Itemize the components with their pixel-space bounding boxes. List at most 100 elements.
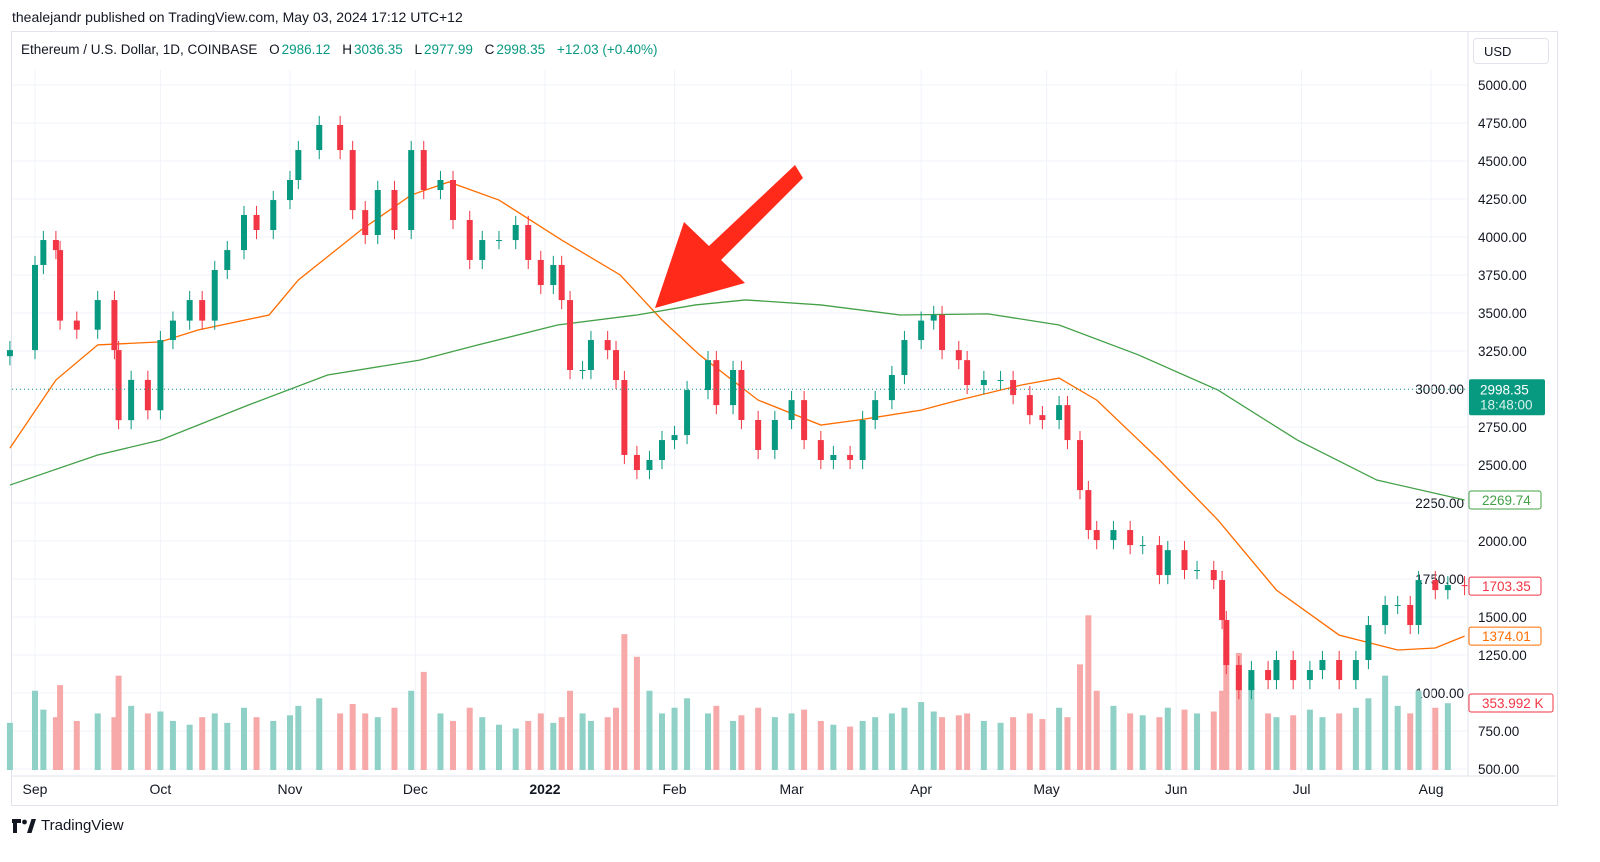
y-tick-label: 4000.00 <box>1478 230 1527 245</box>
y-tick-label: 2500.00 <box>1478 458 1527 473</box>
candle <box>144 370 151 420</box>
candle-body <box>1290 660 1297 681</box>
volume-bar <box>1093 690 1100 770</box>
volume-bar <box>316 698 323 770</box>
volume-bar <box>755 707 762 770</box>
candle <box>374 180 381 245</box>
volume-bar <box>930 711 937 770</box>
ma-fast-label-text: 1374.01 <box>1482 629 1531 644</box>
candle <box>1394 595 1401 615</box>
candle <box>939 305 946 360</box>
y-tick-label: 750.00 <box>1478 724 1519 739</box>
volume-bar <box>525 720 532 770</box>
candle-body <box>918 320 925 341</box>
volume-label-text: 353.992 K <box>1482 696 1544 711</box>
current-price-text: 2998.35 <box>1480 382 1529 397</box>
volume-bar <box>646 690 653 770</box>
candle-body <box>1219 580 1226 621</box>
candle <box>1085 480 1092 540</box>
ma-slow-label: 2269.74 <box>1468 490 1542 510</box>
candle-body <box>550 264 557 286</box>
volume-bar <box>1306 709 1313 770</box>
volume-bar <box>1039 719 1046 770</box>
ma-slow-label-text: 2269.74 <box>1482 493 1531 508</box>
candle <box>6 340 13 366</box>
volume-bar <box>955 715 962 770</box>
volume-bar <box>671 707 678 770</box>
volume-bar <box>1235 653 1242 770</box>
volume-bar <box>1432 707 1439 770</box>
candle-body <box>901 340 908 376</box>
candle <box>1273 650 1280 690</box>
candle-body <box>479 240 486 260</box>
volume-bar <box>495 724 502 770</box>
candle-body <box>1248 670 1255 691</box>
volume-bar <box>830 724 837 770</box>
candle-body <box>1181 550 1188 571</box>
candle <box>1093 520 1100 550</box>
volume-bar <box>115 675 122 770</box>
candle-body <box>847 454 854 460</box>
volume-bar <box>771 717 778 770</box>
volume-bar <box>111 717 118 770</box>
volume-bar <box>1265 713 1272 770</box>
candle-body <box>939 314 946 351</box>
current-price-label-box <box>1469 379 1545 416</box>
volume-bar <box>479 717 486 770</box>
x-tick-label: Oct <box>150 781 172 797</box>
candle-body <box>111 300 118 351</box>
x-tick-label: Jul <box>1293 781 1311 797</box>
y-tick-label: 2750.00 <box>1478 420 1527 435</box>
volume-bar <box>730 720 737 770</box>
currency-button[interactable]: USD <box>1473 38 1549 64</box>
candle-body <box>1394 604 1401 606</box>
candle-body <box>40 240 47 265</box>
candle-body <box>1382 604 1389 626</box>
candle <box>128 370 135 430</box>
y-tick-label: 3500.00 <box>1478 306 1527 321</box>
candle-body <box>1407 604 1414 626</box>
candle-body <box>512 224 519 241</box>
x-tick-label: Nov <box>278 781 303 797</box>
footer-brand[interactable]: TradingView <box>12 817 124 834</box>
candle <box>713 351 720 415</box>
candle-body <box>1039 415 1046 421</box>
candle-body <box>1306 670 1313 681</box>
close-value: 2998.35 <box>496 42 546 57</box>
volume-bar <box>224 722 231 770</box>
candle-body <box>613 350 620 381</box>
candle-body <box>253 214 260 231</box>
candle-body <box>537 259 544 286</box>
candle-body <box>525 224 532 260</box>
candle-body <box>646 459 653 471</box>
candle-body <box>144 379 151 411</box>
volume-bar <box>512 728 519 770</box>
candle-body <box>186 300 193 321</box>
candle <box>1265 660 1272 690</box>
volume-bar <box>888 713 895 770</box>
change-value: +12.03 (+0.40%) <box>556 42 658 57</box>
candle-body <box>270 200 277 231</box>
volume-bar <box>980 720 987 770</box>
candle-body <box>420 150 427 191</box>
candle <box>1010 370 1017 405</box>
candle-body <box>1415 580 1422 626</box>
candle <box>1164 541 1171 585</box>
annotation-arrow <box>655 165 803 308</box>
candle <box>157 330 164 420</box>
candle <box>1461 575 1468 596</box>
candle-body <box>1093 530 1100 541</box>
candle <box>316 115 323 160</box>
candle <box>437 170 444 200</box>
volume-bar <box>788 713 795 770</box>
volume-bar <box>801 709 808 770</box>
volume-bar <box>1127 713 1134 770</box>
candle <box>888 365 895 410</box>
close-label: C <box>484 42 495 57</box>
candle-body <box>1265 670 1272 681</box>
candle-body <box>466 219 473 260</box>
candle-body <box>801 400 808 441</box>
volume-bar <box>286 715 293 770</box>
